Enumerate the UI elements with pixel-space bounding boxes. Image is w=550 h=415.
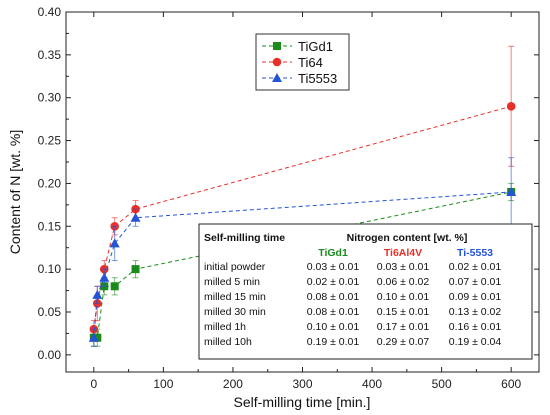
x-tick-label: 0: [90, 377, 97, 391]
x-tick-label: 300: [292, 377, 312, 391]
x-tick-label: 400: [362, 377, 382, 391]
x-tick-label: 500: [432, 377, 452, 391]
table-cell: 0.08 ± 0.01: [307, 291, 360, 303]
table-cell: 0.09 ± 0.01: [449, 291, 502, 303]
table-cell: 0.10 ± 0.01: [377, 291, 430, 303]
data-point: [130, 212, 141, 222]
y-tick-label: 0.05: [38, 305, 62, 319]
legend-label: Ti5553: [298, 71, 337, 86]
table-column-tigd1: TiGd1: [318, 247, 348, 259]
y-tick-label: 0.15: [38, 219, 62, 233]
legend-label: TiGd1: [298, 39, 333, 54]
data-point: [506, 101, 516, 111]
series-line: [93, 191, 512, 338]
series-layer: [88, 45, 517, 347]
data-point: [92, 289, 103, 299]
table-cell: 0.03 ± 0.01: [377, 261, 430, 273]
table-row-label: initial powder: [204, 261, 266, 273]
table-row-label: milled 10h: [204, 336, 252, 348]
table-cell: 0.06 ± 0.02: [377, 276, 430, 288]
table-cell: 0.02 ± 0.01: [449, 261, 502, 273]
legend-marker: [272, 57, 282, 67]
y-tick-label: 0.00: [38, 348, 62, 362]
table-row-label: milled 5 min: [204, 276, 260, 288]
y-tick-label: 0.20: [38, 176, 62, 190]
data-point: [99, 272, 110, 282]
x-tick-label: 100: [153, 377, 173, 391]
data-table: Self-milling time Nitrogen content [wt. %…: [198, 223, 533, 360]
data-point: [93, 333, 102, 342]
table-cell: 0.19 ± 0.04: [449, 336, 502, 348]
data-point: [131, 265, 140, 274]
table-cell: 0.17 ± 0.01: [377, 321, 430, 333]
series-ti5553: [88, 157, 517, 347]
y-axis-title: Content of N [wt. %]: [7, 130, 23, 255]
data-point: [88, 332, 99, 342]
x-tick-label: 200: [223, 377, 243, 391]
table-row-label: milled 1h: [204, 321, 246, 333]
data-point: [506, 187, 517, 196]
x-tick-label: 600: [501, 377, 521, 391]
table-cell: 0.13 ± 0.02: [449, 306, 502, 318]
legend-marker: [273, 42, 281, 50]
y-tick-label: 0.40: [38, 5, 62, 19]
legend-marker: [272, 73, 282, 82]
table-cell: 0.15 ± 0.01: [377, 306, 430, 318]
table-cell: 0.07 ± 0.01: [449, 276, 502, 288]
table-row-label: milled 30 min: [204, 306, 266, 318]
table-column-ti6al4v: Ti6Al4V: [384, 247, 422, 259]
table-cell: 0.08 ± 0.01: [307, 306, 360, 318]
table-header-nitrogen: Nitrogen content [wt. %]: [347, 232, 468, 244]
table-column-ti-5553: Ti-5553: [457, 247, 493, 259]
table-cell: 0.19 ± 0.01: [307, 336, 360, 348]
y-tick-label: 0.30: [38, 91, 62, 105]
table-box: [198, 223, 533, 360]
table-cell: 0.29 ± 0.07: [377, 336, 430, 348]
table-cell: 0.03 ± 0.01: [307, 261, 360, 273]
table-cell: 0.10 ± 0.01: [307, 321, 360, 333]
table-header-time: Self-milling time: [204, 232, 285, 244]
data-point: [109, 238, 120, 248]
y-tick-label: 0.35: [38, 48, 62, 62]
legend-label: Ti64: [298, 55, 323, 70]
table-cell: 0.16 ± 0.01: [449, 321, 502, 333]
table-row-label: milled 15 min: [204, 291, 266, 303]
data-point: [110, 282, 119, 291]
table-cell: 0.02 ± 0.01: [307, 276, 360, 288]
x-axis-title: Self-milling time [min.]: [234, 394, 371, 410]
y-tick-label: 0.10: [38, 262, 62, 276]
axes: 0 100 200 300 400 500 600 0.00 0.05 0.10 0.15 0.20 0…: [38, 5, 539, 391]
y-tick-label: 0.25: [38, 134, 62, 148]
